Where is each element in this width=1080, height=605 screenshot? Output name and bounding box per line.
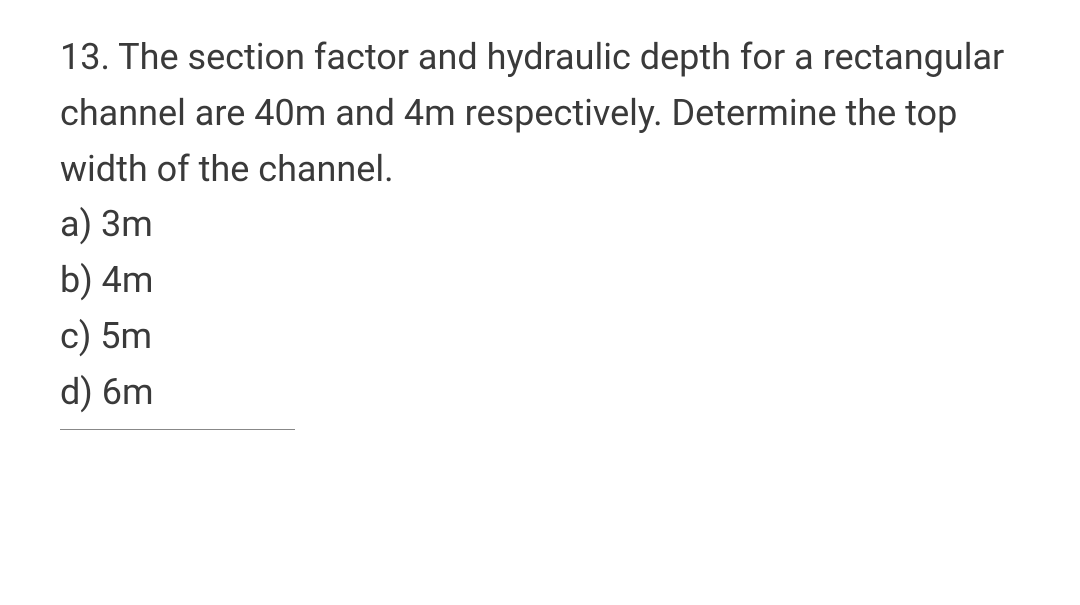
option-b: b) 4m <box>60 253 1020 309</box>
option-a: a) 3m <box>60 197 1020 253</box>
option-c: c) 5m <box>60 309 1020 365</box>
divider-line <box>60 429 295 430</box>
question-text: 13. The section factor and hydraulic dep… <box>60 30 1020 197</box>
option-d: d) 6m <box>60 365 1020 421</box>
